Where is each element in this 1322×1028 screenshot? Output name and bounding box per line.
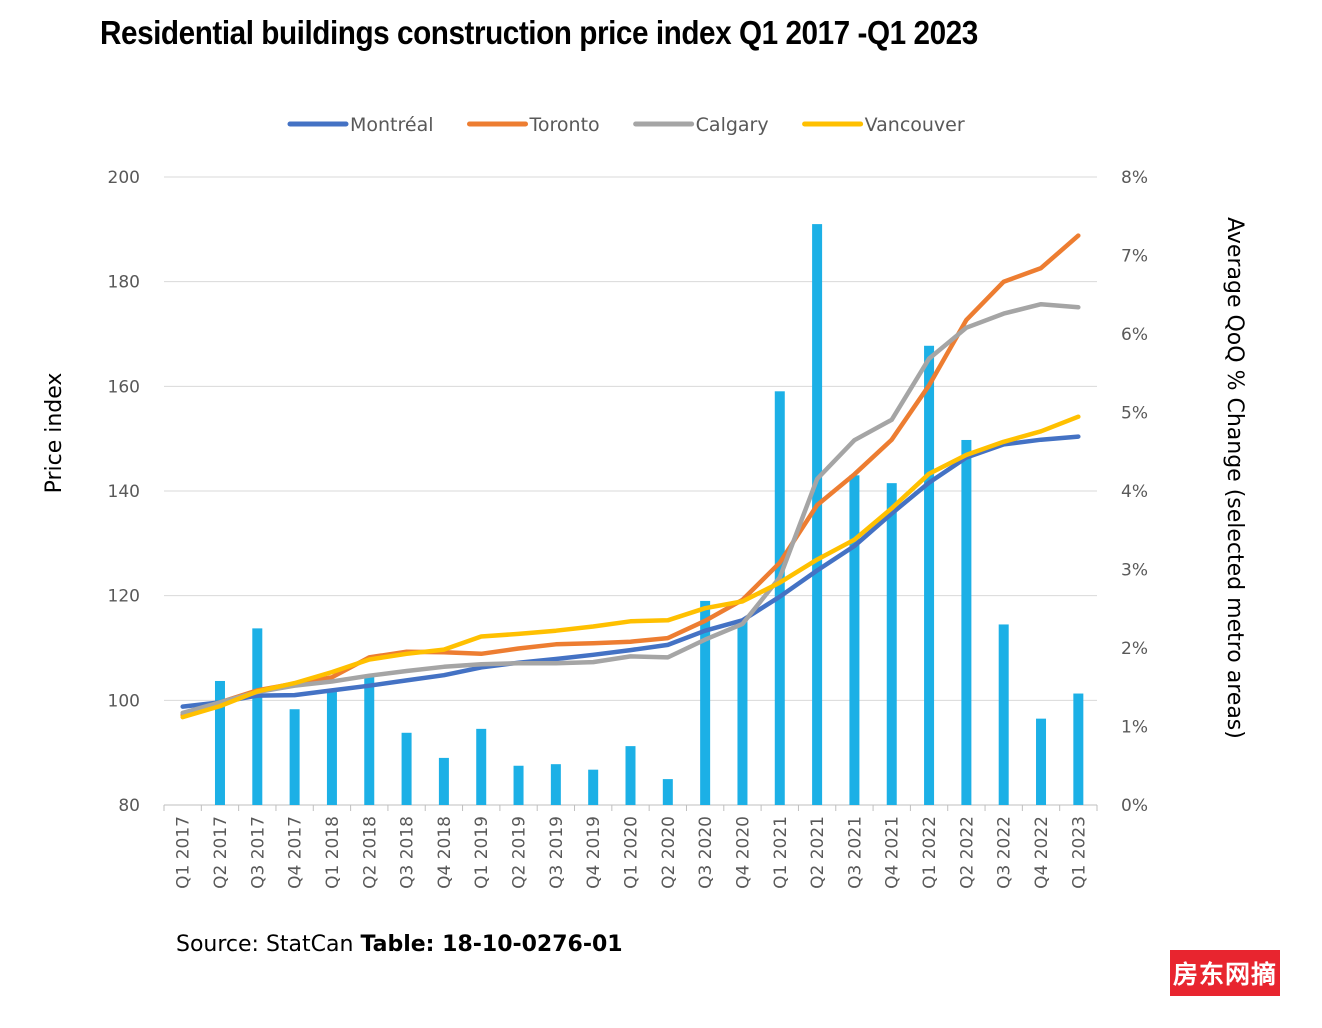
bar xyxy=(438,757,449,805)
tick-labels: 80 100 120 140 160 180 200 0% 1% 2% 3% 4% 5% 6% 7% 8% Q1… xyxy=(108,168,1148,889)
bar xyxy=(1073,693,1084,805)
y-tick-label: 180 xyxy=(108,273,140,293)
bar xyxy=(214,680,225,805)
bar xyxy=(812,224,823,806)
y2-tick-label: 4% xyxy=(1121,482,1148,502)
y2-axis-title: Average QoQ % Change (selected metro are… xyxy=(1222,217,1247,739)
x-tick-label: Q2 2019 xyxy=(510,816,530,889)
y-axis-title: Price index xyxy=(42,373,67,494)
legend-label: Vancouver xyxy=(865,114,965,136)
bar xyxy=(401,732,412,805)
y-tick-label: 200 xyxy=(108,168,140,188)
x-tick-label: Q3 2019 xyxy=(547,816,567,889)
y2-tick-label: 5% xyxy=(1121,404,1148,424)
source-prefix: Source: StatCan xyxy=(176,932,361,957)
x-tick-label: Q2 2021 xyxy=(808,816,828,889)
x-tick-label: Q4 2022 xyxy=(1032,816,1052,889)
watermark-logo: 房东网摘 xyxy=(1170,950,1280,996)
y2-tick-label: 6% xyxy=(1121,325,1148,345)
chart-title: Residential buildings construction price… xyxy=(100,14,978,51)
legend: Montréal Toronto Calgary Vancouver xyxy=(287,114,965,136)
bar xyxy=(1036,718,1047,805)
y2-tick-label: 2% xyxy=(1121,639,1148,659)
y-tick-label: 140 xyxy=(108,482,140,502)
y-tick-label: 80 xyxy=(118,796,140,816)
y2-tick-label: 3% xyxy=(1121,561,1148,581)
x-tick-label: Q4 2021 xyxy=(883,816,903,889)
source-table-id: Table: 18-10-0276-01 xyxy=(360,932,623,957)
x-tick-label: Q4 2020 xyxy=(733,816,753,889)
bar xyxy=(998,624,1009,805)
bar xyxy=(289,709,300,805)
x-tick-label: Q2 2022 xyxy=(957,816,977,889)
y-tick-label: 160 xyxy=(108,377,140,397)
bar xyxy=(625,746,636,805)
y2-tick-label: 0% xyxy=(1121,796,1148,816)
x-tick-label: Q3 2021 xyxy=(845,816,865,889)
bar xyxy=(961,439,972,805)
x-tick-label: Q4 2017 xyxy=(286,816,306,889)
bar xyxy=(326,691,337,805)
x-tick-label: Q1 2021 xyxy=(771,816,791,889)
series-line-toronto xyxy=(180,233,1081,718)
series-line-vancouver xyxy=(180,414,1081,720)
bar xyxy=(849,475,860,805)
bar xyxy=(252,628,263,805)
bar xyxy=(886,483,897,805)
gridlines xyxy=(163,176,1098,811)
y2-tick-label: 8% xyxy=(1121,168,1148,188)
bar xyxy=(700,600,711,805)
bar xyxy=(513,765,524,805)
bar xyxy=(476,728,487,805)
series-line-montréal xyxy=(180,434,1081,709)
x-tick-label: Q2 2017 xyxy=(211,816,231,889)
x-tick-label: Q1 2020 xyxy=(622,816,642,889)
x-tick-label: Q3 2022 xyxy=(995,816,1015,889)
legend-label: Toronto xyxy=(529,114,600,136)
bar xyxy=(662,779,673,805)
legend-label: Montréal xyxy=(350,114,434,136)
x-tick-label: Q1 2019 xyxy=(472,816,492,889)
bar xyxy=(550,764,561,805)
y-tick-label: 100 xyxy=(108,691,140,711)
x-tick-label: Q4 2018 xyxy=(435,816,455,889)
x-tick-label: Q2 2018 xyxy=(360,816,380,889)
x-tick-label: Q1 2017 xyxy=(174,816,194,889)
bar-series xyxy=(214,224,1084,806)
bar xyxy=(364,675,375,805)
x-tick-label: Q3 2017 xyxy=(248,816,268,889)
bar xyxy=(588,769,599,805)
line-series xyxy=(180,233,1081,720)
x-tick-label: Q3 2018 xyxy=(398,816,418,889)
bar xyxy=(924,345,935,805)
y-tick-label: 120 xyxy=(108,587,140,607)
x-tick-label: Q1 2022 xyxy=(920,816,940,889)
y2-tick-label: 7% xyxy=(1121,247,1148,267)
source-note: Source: StatCan Table: 18-10-0276-01 xyxy=(176,932,623,957)
x-tick-label: Q4 2019 xyxy=(584,816,604,889)
bar xyxy=(737,620,748,805)
y2-tick-label: 1% xyxy=(1121,718,1148,738)
series-line-calgary xyxy=(180,301,1081,716)
legend-label: Calgary xyxy=(696,114,769,136)
x-tick-label: Q1 2023 xyxy=(1069,816,1089,889)
x-tick-label: Q1 2018 xyxy=(323,816,343,889)
x-tick-label: Q3 2020 xyxy=(696,816,716,889)
x-tick-label: Q2 2020 xyxy=(659,816,679,889)
